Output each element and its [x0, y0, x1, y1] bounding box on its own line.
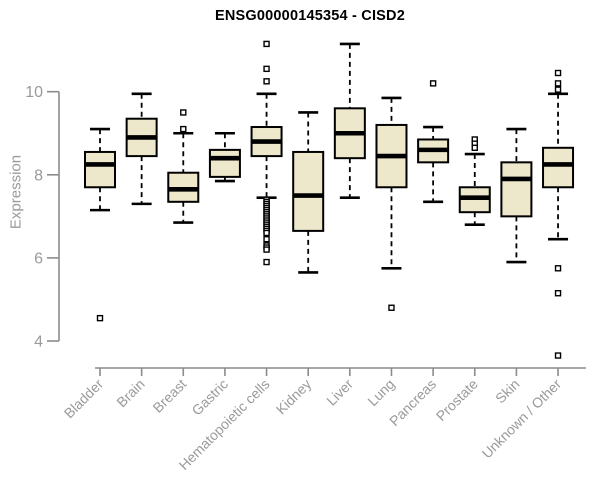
x-tick-label-prostate: Prostate [433, 376, 481, 424]
outlier-point [263, 40, 270, 48]
y-tick-label: 4 [34, 334, 43, 351]
outlier-point [96, 314, 104, 322]
iqr-box [292, 150, 325, 232]
outlier-point [263, 258, 270, 266]
iqr-box [542, 146, 575, 189]
x-tick-label-bladder: Bladder [61, 376, 107, 422]
x-tick-label-liver: Liver [323, 376, 356, 409]
x-tick-label-lung: Lung [364, 376, 397, 409]
box-group-pancreas [417, 80, 450, 204]
outlier-point [554, 352, 562, 359]
outlier-point [554, 86, 562, 93]
iqr-box [208, 148, 241, 178]
outlier-point [263, 236, 270, 243]
iqr-box [500, 161, 533, 218]
x-tick-label-breast: Breast [149, 376, 189, 416]
box-group-skin [500, 127, 533, 264]
outlier-point [263, 78, 270, 85]
box-group-liver [333, 42, 366, 199]
outlier-point [429, 80, 437, 87]
box-group-bladder [84, 127, 116, 322]
x-tick-label-kidney: Kidney [273, 376, 315, 418]
box-group-unknown-other [542, 69, 575, 359]
outlier-point [554, 69, 562, 77]
outlier-point [180, 109, 187, 116]
outlier-point [263, 65, 270, 73]
outlier-point [263, 229, 270, 237]
outlier-point [388, 304, 395, 311]
outlier-point [180, 125, 187, 133]
chart-title: ENSG00000145354 - CISD2 [215, 8, 405, 24]
box-group-gastric [208, 131, 241, 183]
outlier-point [263, 246, 270, 253]
outlier-point [554, 265, 562, 272]
box-group-prostate [458, 136, 491, 226]
box-group-lung [375, 96, 408, 311]
x-tick-label-unknown-other: Unknown / Other [479, 376, 565, 462]
box-group-brain [125, 92, 158, 206]
x-tick-label-skin: Skin [492, 376, 523, 407]
x-tick-label-brain: Brain [113, 376, 147, 410]
outlier-point [554, 80, 562, 87]
box-group-breast [167, 109, 200, 224]
outlier-point [554, 290, 562, 297]
y-tick-label: 6 [34, 250, 43, 267]
box-group-kidney [292, 111, 325, 274]
y-tick-label: 8 [34, 167, 43, 184]
outlier-point [471, 144, 478, 151]
y-tick-label: 10 [25, 84, 43, 101]
iqr-box [84, 150, 116, 189]
box-group-hematopoietic-cells [250, 40, 283, 266]
